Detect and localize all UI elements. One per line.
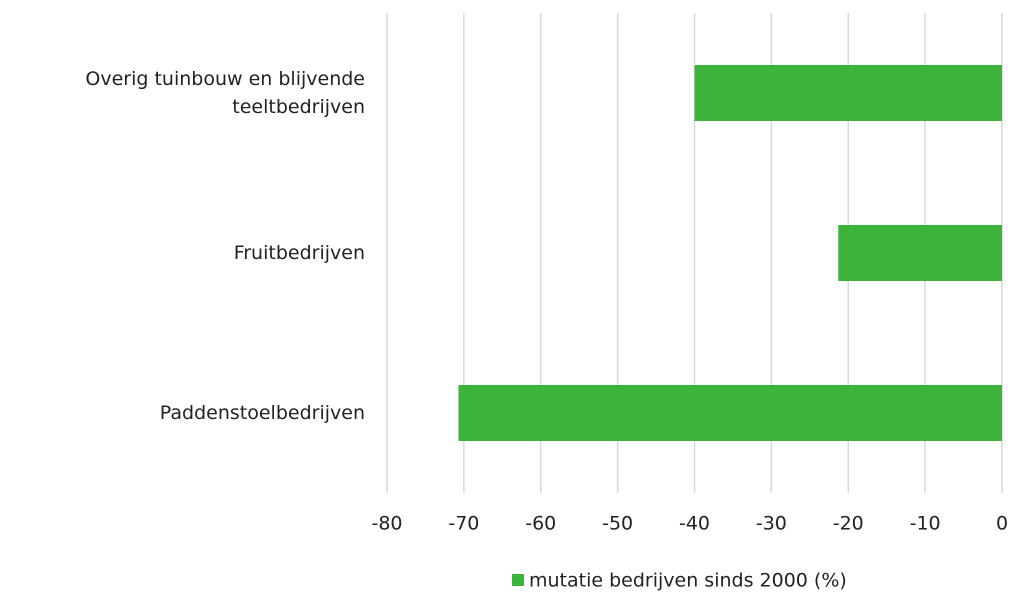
y-tick-label: Overig tuinbouw en blijvende teeltbedrij… xyxy=(85,68,365,118)
x-tick-label: -30 xyxy=(756,513,787,535)
x-tick-label: -60 xyxy=(525,513,556,535)
bar xyxy=(694,65,1002,121)
x-tick-label: -10 xyxy=(910,513,941,535)
bar xyxy=(458,385,1002,441)
y-tick-label: Fruitbedrijven xyxy=(233,242,365,264)
x-tick-label: 0 xyxy=(996,513,1008,535)
legend-swatch xyxy=(512,574,524,586)
x-tick-label: -50 xyxy=(602,513,633,535)
legend-label: mutatie bedrijven sinds 2000 (%) xyxy=(529,570,847,592)
x-tick-label: -80 xyxy=(371,513,402,535)
y-tick-label: Paddenstoelbedrijven xyxy=(159,402,365,424)
x-tick-label: -40 xyxy=(679,513,710,535)
bar xyxy=(838,225,1002,281)
x-tick-label: -20 xyxy=(833,513,864,535)
x-tick-label: -70 xyxy=(448,513,479,535)
